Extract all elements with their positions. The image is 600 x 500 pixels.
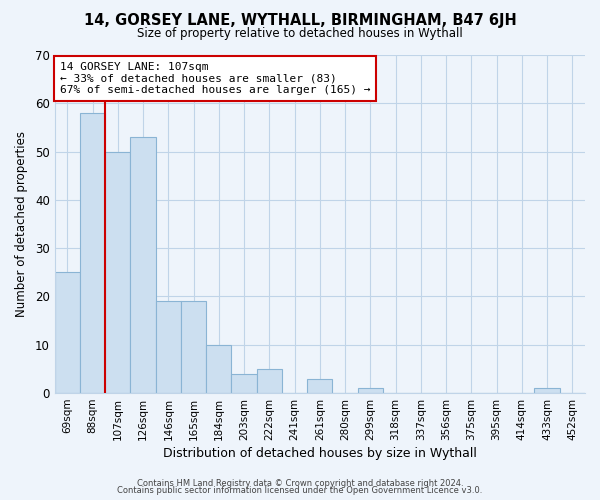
Bar	[55, 272, 80, 393]
Text: 14, GORSEY LANE, WYTHALL, BIRMINGHAM, B47 6JH: 14, GORSEY LANE, WYTHALL, BIRMINGHAM, B4…	[83, 12, 517, 28]
Bar	[206, 345, 232, 393]
Bar	[307, 378, 332, 393]
Bar	[257, 369, 282, 393]
Text: 14 GORSEY LANE: 107sqm
← 33% of detached houses are smaller (83)
67% of semi-det: 14 GORSEY LANE: 107sqm ← 33% of detached…	[60, 62, 370, 95]
Bar	[80, 113, 105, 393]
Text: Size of property relative to detached houses in Wythall: Size of property relative to detached ho…	[137, 28, 463, 40]
Bar	[232, 374, 257, 393]
Bar	[535, 388, 560, 393]
Y-axis label: Number of detached properties: Number of detached properties	[15, 131, 28, 317]
X-axis label: Distribution of detached houses by size in Wythall: Distribution of detached houses by size …	[163, 447, 477, 460]
Bar	[155, 302, 181, 393]
Bar	[105, 152, 130, 393]
Bar	[130, 137, 155, 393]
Bar	[358, 388, 383, 393]
Bar	[181, 302, 206, 393]
Text: Contains public sector information licensed under the Open Government Licence v3: Contains public sector information licen…	[118, 486, 482, 495]
Text: Contains HM Land Registry data © Crown copyright and database right 2024.: Contains HM Land Registry data © Crown c…	[137, 478, 463, 488]
